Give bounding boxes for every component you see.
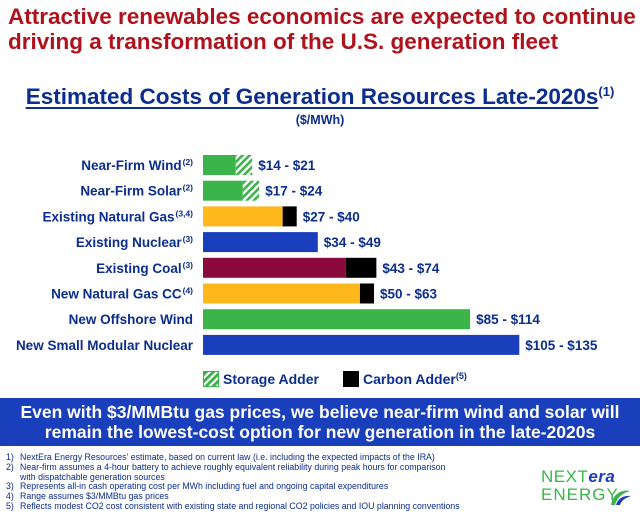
hatch-swatch-icon: [203, 371, 219, 387]
headline-line-1: Attractive renewables economics are expe…: [8, 4, 636, 29]
range-label: $27 - $40: [303, 209, 360, 224]
bar-base-cost: [203, 232, 318, 253]
category-label-note: (4): [183, 286, 194, 296]
category-label: Existing Nuclear(3): [76, 234, 193, 250]
range-label: $85 - $114: [476, 312, 540, 327]
nextera-energy-logo: NEXTera ENERGY: [541, 463, 637, 511]
bar-carbon-adder: [359, 283, 375, 304]
bar-storage-adder: [242, 180, 260, 201]
category-label: New Offshore Wind: [69, 312, 193, 327]
footnote: 2) Near-firm assumes a 4-hour battery to …: [6, 461, 536, 483]
category-label-name: Near-Firm Solar: [80, 184, 182, 199]
key-message-banner: Even with $3/MMBtu gas prices, we believ…: [0, 398, 640, 446]
category-label-name: Existing Coal: [96, 261, 182, 276]
banner-line-2: remain the lowest-cost option for new ge…: [44, 422, 596, 442]
range-label: $50 - $63: [380, 287, 438, 302]
category-label-name: New Small Modular Nuclear: [16, 338, 194, 353]
category-label-note: (3,4): [176, 208, 194, 218]
legend-item-storage: Storage Adder: [203, 371, 319, 387]
logo-text-energy: ENERGY: [541, 485, 619, 504]
footnote-line: with dispatchable generation sources: [20, 471, 165, 482]
footnote-text: Near-firm assumes a 4-hour battery to ac…: [20, 461, 536, 483]
footnote: 4) Range assumes $3/MMBtu gas prices: [6, 491, 536, 502]
footnote-text: Reflects modest CO2 cost consistent with…: [20, 500, 536, 512]
category-label-name: New Offshore Wind: [69, 312, 193, 327]
footnote: 1) NextEra Energy Resources' estimate, ba…: [6, 452, 536, 463]
bar-carbon-adder: [345, 257, 377, 278]
category-label-note: (2): [183, 183, 194, 193]
category-label: Existing Natural Gas(3,4): [42, 208, 193, 224]
category-label: Near-Firm Solar(2): [80, 183, 193, 199]
bar-base-cost: [203, 180, 243, 201]
footnote-number: 5): [6, 500, 14, 511]
footnote-number: 4): [6, 491, 14, 502]
footnote-text: Range assumes $3/MMBtu gas prices: [20, 491, 536, 502]
category-label-name: Existing Natural Gas: [42, 209, 174, 224]
footnote: 5) Reflects modest CO2 cost consistent wi…: [6, 500, 536, 512]
footnote-line: Range assumes $3/MMBtu gas prices: [20, 491, 169, 502]
bar-base-cost: [203, 309, 471, 330]
legend-label-carbon: Carbon Adder(5): [363, 371, 467, 387]
bar-base-cost: [203, 257, 346, 278]
category-label-name: New Natural Gas CC: [51, 287, 182, 302]
footnote-line: Represents all-in cash operating cost pe…: [20, 481, 389, 492]
footnote-number: 3): [6, 481, 14, 492]
logo-text-era: era: [588, 467, 616, 486]
bar-chart: Near-Firm Wind(2) $14 - $21 Near-Firm Sola…: [16, 155, 598, 355]
footnote-text: NextEra Energy Resources' estimate, base…: [20, 452, 536, 463]
category-label-name: Existing Nuclear: [76, 235, 183, 250]
black-swatch-icon: [343, 371, 359, 387]
chart-units: ($/MWh): [295, 113, 345, 127]
footnote-number: 2): [6, 461, 14, 472]
footnote-line: Near-firm assumes a 4-hour battery to ac…: [20, 461, 446, 472]
category-label-note: (2): [183, 157, 194, 167]
bar-base-cost: [203, 283, 360, 304]
range-label: $105 - $135: [525, 338, 598, 353]
category-label-note: (3): [183, 234, 194, 244]
category-label-note: (3): [183, 260, 194, 270]
logo-text-next: NEXT: [541, 467, 589, 486]
legend-item-carbon: Carbon Adder(5): [343, 371, 467, 387]
footnote-text: Represents all-in cash operating cost pe…: [20, 482, 536, 492]
range-label: $43 - $74: [382, 261, 440, 276]
headline-line-2: driving a transformation of the U.S. gen…: [8, 29, 559, 54]
category-label: New Natural Gas CC(4): [51, 286, 193, 302]
banner-line-1: Even with $3/MMBtu gas prices, we believ…: [20, 402, 620, 422]
footnote: 3) Represents all-in cash operating cost …: [6, 482, 536, 492]
footnote-line: Reflects modest CO2 cost consistent with…: [20, 500, 460, 511]
legend-label-storage: Storage Adder: [223, 371, 319, 387]
chart-title: Estimated Costs of Generation Resources …: [0, 84, 640, 110]
logo-swirl-icon: [611, 490, 631, 505]
chart-title-footnote: (1): [598, 84, 615, 99]
headline: Attractive renewables economics are expe…: [8, 4, 638, 54]
range-label: $14 - $21: [258, 158, 316, 173]
bar-carbon-adder: [282, 206, 297, 227]
range-label: $34 - $49: [324, 235, 381, 250]
bar-base-cost: [203, 206, 283, 227]
bar-base-cost: [203, 155, 236, 175]
category-label: Existing Coal(3): [96, 260, 193, 276]
bar-base-cost: [203, 334, 520, 355]
footnotes: 1) NextEra Energy Resources' estimate, ba…: [6, 452, 536, 512]
range-label: $17 - $24: [265, 184, 323, 199]
category-label: New Small Modular Nuclear: [16, 338, 194, 353]
bar-storage-adder: [235, 155, 253, 175]
category-label-name: Near-Firm Wind: [81, 158, 181, 173]
footnote-line: NextEra Energy Resources' estimate, base…: [20, 452, 435, 462]
category-label: Near-Firm Wind(2): [81, 157, 193, 173]
footnote-number: 1): [6, 452, 14, 462]
chart-title-text: Estimated Costs of Generation Resources …: [25, 84, 599, 109]
